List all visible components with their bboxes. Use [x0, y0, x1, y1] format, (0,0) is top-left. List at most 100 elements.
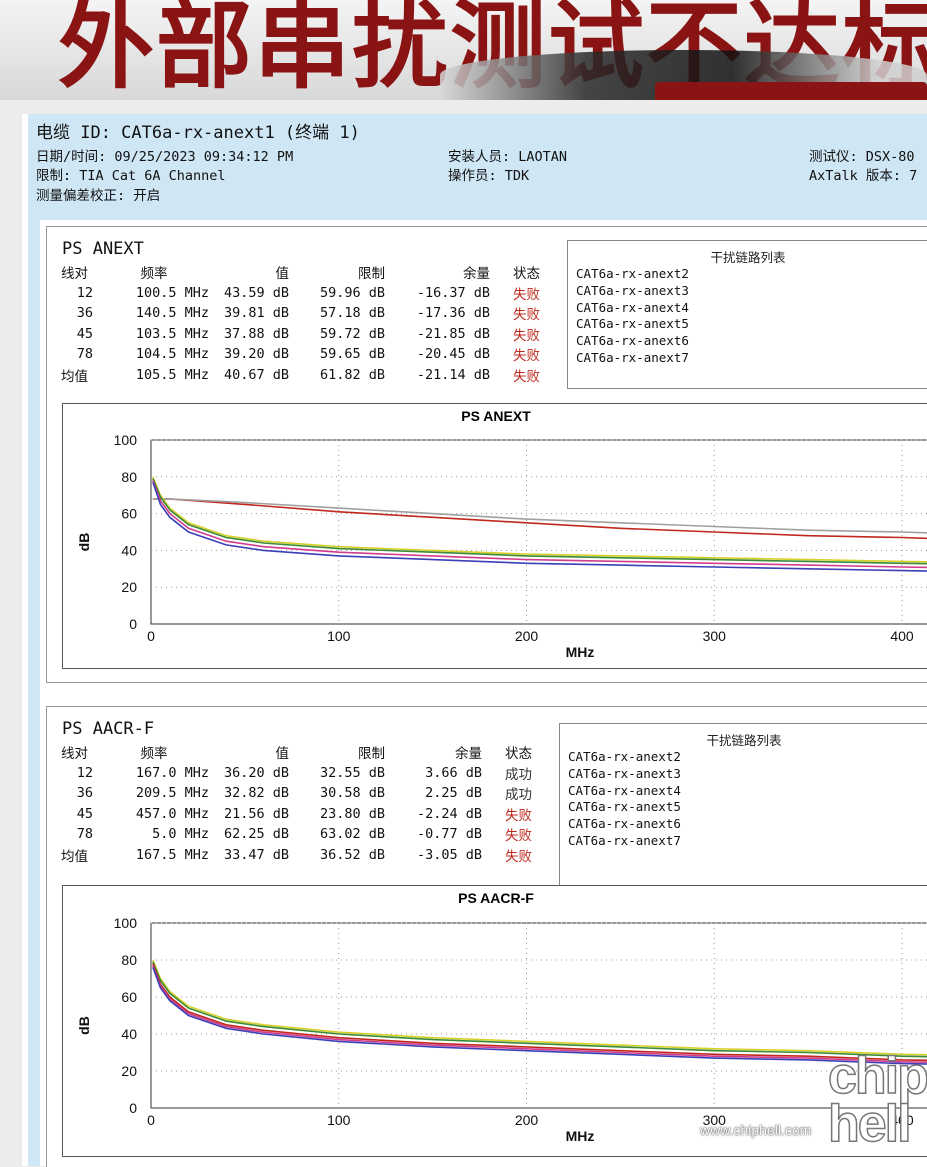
x-tick-label: 400	[890, 1112, 914, 1128]
col-status: 状态	[505, 746, 532, 763]
series-line-1	[152, 498, 927, 534]
disturber-list-title: 干扰链路列表	[706, 733, 782, 748]
series-line-0	[152, 959, 927, 1056]
cell-margin: -17.36 dB	[416, 305, 490, 322]
video-banner: 外部串扰测试不达标	[0, 0, 927, 100]
cell-freq: 100.5 MHz	[135, 284, 209, 301]
table-row: 45 103.5 MHz 37.88 dB 59.72 dB -21.85 dB…	[61, 324, 540, 345]
cell-limit: 30.58 dB	[319, 785, 385, 802]
report-header: 电缆 ID: CAT6a-rx-anext1 (终端 1) 日期/时间: 09/…	[28, 114, 927, 220]
disturber-item: CAT6a-rx-anext5	[576, 316, 689, 332]
ps-anext-panel: PS ANEXT 线对 频率 值 限制 余量 状态 12 100.5 MHz 4…	[46, 226, 927, 683]
cell-pair: 45	[76, 805, 93, 822]
cell-status: 失败	[513, 348, 540, 365]
cell-limit: 59.72 dB	[319, 325, 385, 342]
cell-margin: -2.24 dB	[416, 805, 482, 822]
disturber-item: CAT6a-rx-anext3	[576, 282, 689, 298]
cell-freq: 140.5 MHz	[135, 305, 209, 322]
test-report: 电缆 ID: CAT6a-rx-anext1 (终端 1) 日期/时间: 09/…	[22, 114, 927, 1167]
disturber-item: CAT6a-rx-anext4	[568, 782, 681, 798]
x-tick-label: 200	[515, 1112, 539, 1128]
ps-anext-chart: PS ANEXT 0 20 40 60 80 100 0 100 200 300 400 MHz dB	[62, 403, 927, 669]
cell-pair: 均值	[61, 368, 88, 385]
cell-margin: -21.85 dB	[416, 325, 490, 342]
cell-margin: -21.14 dB	[416, 366, 490, 383]
series-line-3	[152, 965, 927, 1063]
disturber-item: CAT6a-rx-anext5	[568, 799, 681, 815]
cell-limit: 32.55 dB	[319, 764, 385, 781]
axtalk-version: AxTalk 版本: 7	[809, 168, 918, 184]
cell-value: 33.47 dB	[223, 846, 289, 863]
table-row: 45 457.0 MHz 21.56 dB 23.80 dB -2.24 dB …	[61, 804, 532, 825]
col-freq: 频率	[140, 266, 168, 283]
x-tick-label: 100	[327, 1112, 351, 1128]
ps-anext-chart-svg: 0 20 40 60 80 100 0 100 200 300 400 MHz dB	[76, 432, 927, 660]
y-axis-label: dB	[76, 1016, 92, 1035]
y-tick-label: 80	[121, 952, 137, 968]
cell-margin: 3.66 dB	[425, 764, 482, 781]
cell-value: 36.20 dB	[223, 764, 289, 781]
ps-aacr-f-chart: PS AACR-F 0 20 40 60 80 100 0 100 200 300 400 MHz dB	[62, 885, 927, 1157]
cell-freq: 457.0 MHz	[135, 805, 209, 822]
watermark-logo: chip hell	[827, 1047, 927, 1153]
cell-freq: 103.5 MHz	[135, 325, 209, 342]
cell-limit: 59.65 dB	[319, 346, 385, 363]
chart-title: PS AACR-F	[458, 890, 534, 906]
col-limit: 限制	[358, 266, 385, 283]
disturber-item: CAT6a-rx-anext7	[576, 349, 689, 365]
series-line-5	[152, 482, 927, 572]
disturber-list-title: 干扰链路列表	[710, 250, 786, 265]
cell-value: 39.20 dB	[223, 346, 289, 363]
y-tick-label: 20	[121, 1063, 137, 1079]
cell-limit: 63.02 dB	[319, 826, 385, 843]
cell-value: 37.88 dB	[223, 325, 289, 342]
col-margin: 余量	[463, 266, 490, 283]
cell-value: 43.59 dB	[223, 284, 289, 301]
col-pair: 线对	[61, 266, 88, 283]
y-tick-label: 80	[121, 469, 137, 485]
col-freq: 频率	[140, 746, 168, 763]
disturber-item: CAT6a-rx-anext4	[576, 299, 689, 315]
series-line-4	[152, 480, 927, 569]
y-tick-label: 40	[121, 542, 137, 558]
series-line-1	[152, 961, 927, 1058]
cell-value: 32.82 dB	[223, 785, 289, 802]
x-tick-label: 100	[327, 628, 351, 644]
x-axis-label: MHz	[566, 1128, 595, 1144]
cell-pair: 78	[76, 346, 93, 363]
x-tick-label: 200	[515, 628, 539, 644]
cell-pair: 78	[76, 826, 93, 843]
cell-limit: 57.18 dB	[319, 305, 385, 322]
cell-status: 成功	[505, 787, 532, 804]
table-header-row: 线对 频率 值 限制 余量 状态	[61, 262, 540, 283]
col-pair: 线对	[61, 746, 88, 763]
results-table: 线对 频率 值 限制 余量 状态 12 167.0 MHz 36.20 dB 3…	[61, 742, 532, 865]
disturber-list: 干扰链路列表 CAT6a-rx-anext2 CAT6a-rx-anext3 C…	[559, 723, 927, 887]
disturber-item: CAT6a-rx-anext2	[576, 266, 689, 281]
cell-status: 失败	[513, 327, 540, 344]
cell-limit: 59.96 dB	[319, 284, 385, 301]
x-tick-label: 400	[890, 628, 914, 644]
x-axis-label: MHz	[566, 644, 595, 660]
cell-limit: 23.80 dB	[319, 805, 385, 822]
cell-margin: 2.25 dB	[425, 785, 482, 802]
disturber-list: 干扰链路列表 CAT6a-rx-anext2 CAT6a-rx-anext3 C…	[567, 240, 927, 389]
col-value: 值	[275, 746, 290, 763]
cell-freq: 5.0 MHz	[152, 826, 209, 843]
sidebar-strip	[28, 220, 40, 1166]
x-tick-label: 300	[703, 628, 727, 644]
cell-margin: -16.37 dB	[416, 284, 490, 301]
watermark-url: www.chiphell.com	[700, 1122, 812, 1138]
cell-margin: -3.05 dB	[416, 846, 482, 863]
table-row: 均值 105.5 MHz 40.67 dB 61.82 dB -21.14 dB…	[61, 365, 540, 386]
y-tick-label: 0	[129, 616, 137, 632]
disturber-item: CAT6a-rx-anext7	[568, 832, 681, 848]
disturber-item: CAT6a-rx-anext6	[576, 333, 689, 349]
cell-value: 40.67 dB	[223, 366, 289, 383]
series-line-2	[152, 963, 927, 1062]
col-margin: 余量	[455, 746, 482, 763]
cell-margin: -0.77 dB	[416, 826, 482, 843]
cell-status: 失败	[513, 286, 540, 303]
y-tick-label: 0	[129, 1100, 137, 1116]
series-line-0	[152, 498, 927, 540]
